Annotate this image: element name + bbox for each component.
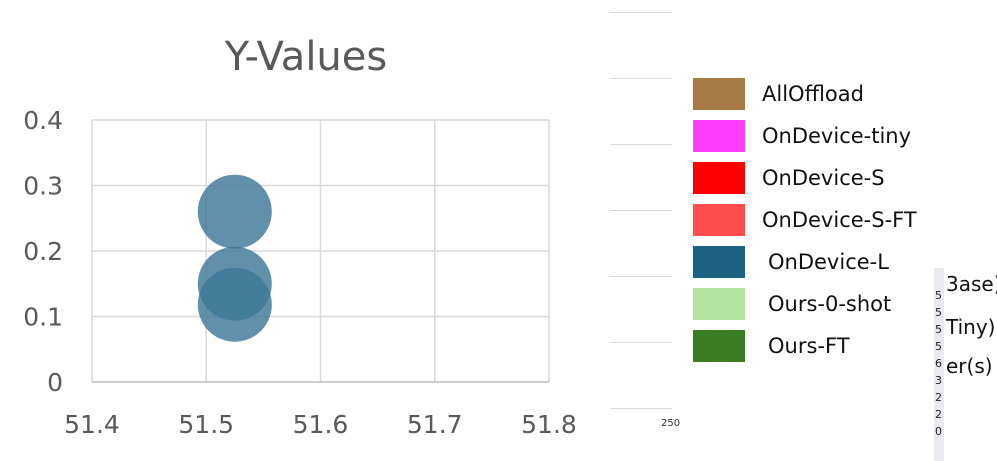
x-axis-ticks: 51.4 51.5 51.6 51.7 51.8: [64, 410, 577, 439]
cropped-digit: 5: [935, 289, 942, 302]
chart-title: Y-Values: [224, 34, 387, 80]
cropped-text: er(s): [946, 354, 993, 378]
cropped-digit: 2: [935, 408, 942, 421]
legend-swatch: [693, 120, 745, 152]
divider-line: [610, 408, 672, 409]
legend-item: Ours-0-shot: [693, 288, 953, 322]
legend-label: Ours-0-shot: [768, 292, 892, 316]
x-tick-label: 51.4: [64, 410, 120, 439]
legend-label: OnDevice-S-FT: [762, 208, 917, 232]
cropped-text: Tiny): [946, 315, 996, 339]
legend-swatch: [693, 288, 745, 320]
y-tick-label: 0: [47, 368, 63, 397]
divider-line: [610, 210, 672, 211]
x-tick-label: 51.7: [407, 410, 463, 439]
cropped-digit: 0: [935, 425, 942, 438]
legend-item: OnDevice-S: [693, 162, 953, 196]
legend-swatch: [693, 162, 745, 194]
cropped-text: 3ase): [946, 272, 997, 296]
y-axis-ticks: 0 0.1 0.2 0.3 0.4: [23, 106, 63, 397]
legend-item: AllOffload: [693, 78, 953, 112]
legend-item: OnDevice-tiny: [693, 120, 953, 154]
divider-line: [610, 342, 672, 343]
legend-swatch: [693, 330, 745, 362]
y-tick-label: 0.1: [23, 303, 63, 332]
y-tick-label: 0.2: [23, 237, 63, 266]
legend-label: OnDevice-tiny: [762, 124, 912, 148]
stray-tick-label: 250: [661, 418, 681, 429]
divider-line: [610, 78, 672, 79]
cropped-digit: 5: [935, 323, 942, 336]
legend-item: OnDevice-L: [693, 246, 953, 280]
data-point: [197, 267, 272, 342]
data-points: [197, 174, 272, 342]
x-tick-label: 51.6: [293, 410, 349, 439]
y-tick-label: 0.3: [23, 172, 63, 201]
chart: Y-Values 00.10.20.30.4 51.4 51.5 51.6 51.7 5…: [23, 34, 577, 439]
grid: [91, 119, 550, 383]
divider-line: [610, 12, 672, 13]
legend-swatch: [693, 246, 745, 278]
cropped-digit: 3: [935, 374, 942, 387]
x-tick-label: 51.8: [521, 410, 577, 439]
legend-item: Ours-FT: [693, 330, 953, 364]
legend-item: OnDevice-S-FT: [693, 204, 953, 238]
legend-label: OnDevice-S: [762, 166, 885, 190]
legend-label: Ours-FT: [768, 334, 850, 358]
legend-label: AllOffload: [762, 82, 864, 106]
divider-line: [610, 144, 672, 145]
data-point: [197, 174, 272, 249]
cropped-digit: 5: [935, 340, 942, 353]
cropped-panel: [934, 268, 944, 461]
divider-line: [610, 276, 672, 277]
cropped-digit: 6: [935, 357, 942, 370]
legend-label: OnDevice-L: [768, 250, 889, 274]
y-tick-label: 0.4: [23, 106, 63, 135]
cropped-digit: 5: [935, 306, 942, 319]
legend-swatch: [693, 204, 745, 236]
legend-swatch: [693, 78, 745, 110]
x-tick-label: 51.5: [178, 410, 234, 439]
cropped-digit: 2: [935, 391, 942, 404]
